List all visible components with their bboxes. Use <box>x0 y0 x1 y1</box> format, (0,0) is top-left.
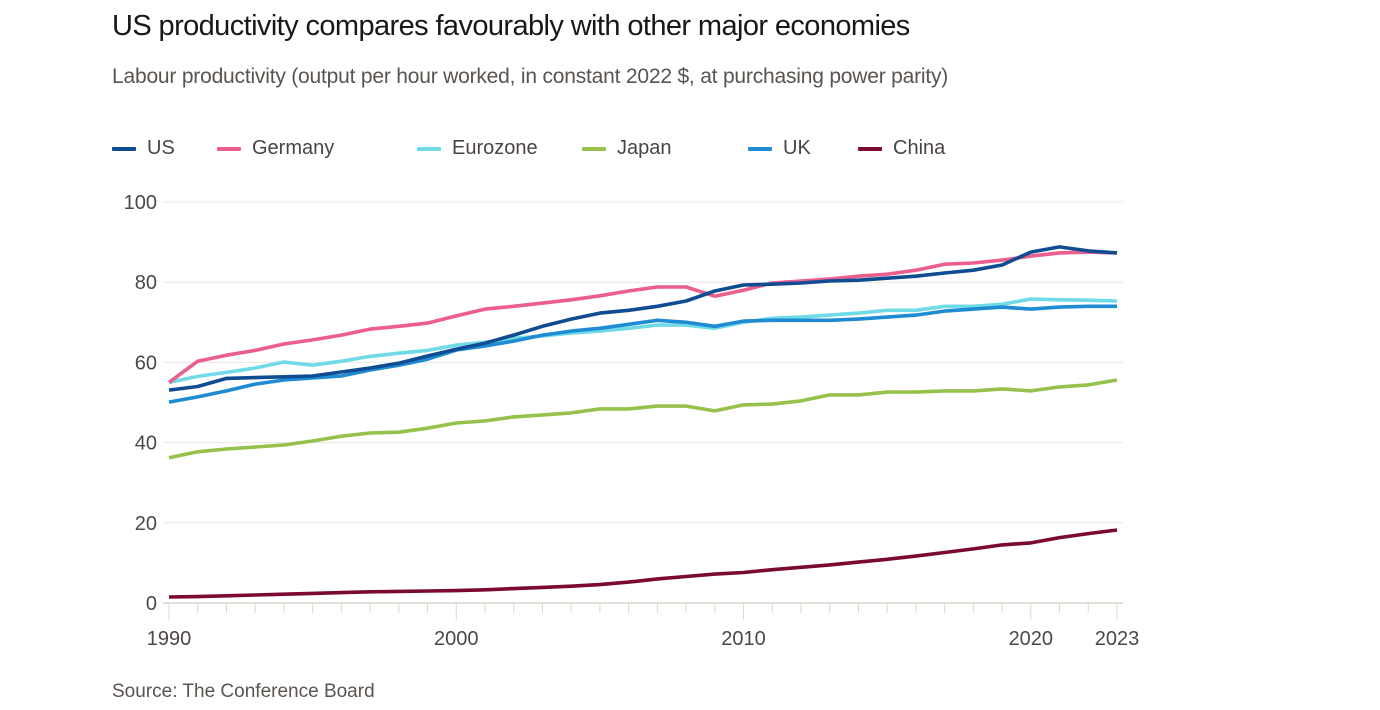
x-tick-label: 2000 <box>434 628 479 650</box>
legend-item-uk: UK <box>748 137 858 160</box>
chart-subtitle: Labour productivity (output per hour wor… <box>112 65 949 88</box>
legend-item-china: China <box>858 137 945 160</box>
legend-label-china: China <box>893 137 946 159</box>
y-tick-label: 40 <box>135 433 157 455</box>
y-tick-label: 0 <box>146 593 157 615</box>
series-line-eurozone <box>168 297 1118 385</box>
source-note: Source: The Conference Board <box>112 681 375 702</box>
legend-label-uk: UK <box>783 137 811 159</box>
x-tick-label: 2020 <box>1009 628 1054 650</box>
legend-swatch-japan <box>582 146 606 151</box>
x-tick-label: 2010 <box>721 628 766 650</box>
y-tick-label: 80 <box>135 272 157 294</box>
legend-swatch-eurozone <box>417 146 441 151</box>
legend-swatch-uk <box>748 146 772 151</box>
series-lines <box>167 245 1118 599</box>
legend-label-us: US <box>147 137 175 159</box>
series-line-germany <box>167 250 1118 384</box>
legend-swatch-china <box>858 146 882 151</box>
y-tick-label: 100 <box>124 192 157 214</box>
legend-label-eurozone: Eurozone <box>452 137 538 159</box>
legend-item-germany: Germany <box>217 137 417 160</box>
x-tick-label: 1990 <box>147 628 192 650</box>
y-axis: 0 20 40 60 80 100 <box>124 192 157 615</box>
series-line-us <box>168 245 1118 392</box>
legend-swatch-us <box>112 146 136 151</box>
series-line-uk <box>168 304 1117 404</box>
x-tick-label: 2023 <box>1095 628 1140 650</box>
y-tick-label: 20 <box>135 513 157 535</box>
chart-title: US productivity compares favourably with… <box>112 10 910 42</box>
series-line-japan <box>168 378 1118 460</box>
legend: US Germany Eurozone Japan UK China <box>112 137 945 160</box>
legend-item-japan: Japan <box>582 137 748 160</box>
x-axis: 1990 2000 2010 2020 2023 <box>147 603 1140 650</box>
series-line-china <box>168 528 1118 599</box>
y-tick-label: 60 <box>135 352 157 374</box>
legend-item-us: US <box>112 137 217 160</box>
legend-label-japan: Japan <box>617 137 672 159</box>
gridlines <box>163 201 1123 604</box>
legend-item-eurozone: Eurozone <box>417 137 582 160</box>
legend-swatch-germany <box>217 146 241 151</box>
legend-label-germany: Germany <box>252 137 335 159</box>
